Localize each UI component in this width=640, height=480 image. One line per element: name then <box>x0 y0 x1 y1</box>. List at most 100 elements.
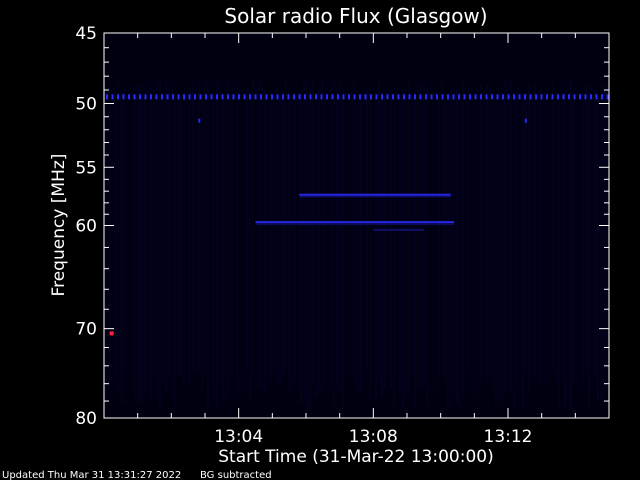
interference-dot <box>221 94 224 100</box>
interference-dot <box>249 94 251 100</box>
interference-dot <box>397 94 400 100</box>
interference-dot <box>172 94 174 100</box>
interference-dot <box>232 94 235 100</box>
interference-dot <box>507 94 510 100</box>
interference-dot <box>111 94 114 100</box>
interference-dot <box>584 94 587 100</box>
interference-dot <box>524 118 527 123</box>
x-tick-label: 13:04 <box>214 427 263 447</box>
interference-dot <box>177 94 180 100</box>
chart-title: Solar radio Flux (Glasgow) <box>224 4 487 28</box>
interference-dot <box>419 94 422 100</box>
interference-dot <box>276 94 279 100</box>
interference-dot <box>304 94 306 100</box>
interference-dot <box>502 94 504 100</box>
interference-dot <box>364 94 367 100</box>
interference-dot <box>331 94 334 100</box>
interference-dot <box>375 94 378 100</box>
interference-dot <box>293 94 295 100</box>
interference-dot <box>359 94 361 100</box>
interference-dot <box>568 94 570 100</box>
interference-dot <box>122 94 125 100</box>
interference-dot <box>199 94 202 100</box>
footer-bg-note: BG subtracted <box>200 470 272 480</box>
y-tick-label: 80 <box>75 409 97 429</box>
interference-dot <box>254 94 257 100</box>
interference-dot <box>238 94 240 100</box>
interference-dot <box>529 94 532 100</box>
interference-dot <box>315 94 317 100</box>
plot-area <box>104 33 609 418</box>
interference-dot <box>188 94 191 100</box>
interference-dot <box>595 94 598 100</box>
y-tick-label: 70 <box>75 320 97 340</box>
interference-dot <box>205 94 207 100</box>
interference-dot <box>579 94 581 100</box>
interference-dot <box>155 94 158 100</box>
interference-dot <box>540 94 543 100</box>
y-tick-label: 60 <box>75 217 97 237</box>
interference-dot <box>601 94 603 100</box>
interference-dot <box>590 94 592 100</box>
interference-dot <box>392 94 394 100</box>
interference-dot <box>386 94 389 100</box>
interference-dot <box>403 94 405 100</box>
x-axis: 13:04 13:08 13:12 <box>137 33 576 447</box>
interference-dot <box>243 94 246 100</box>
hot-pixel <box>109 331 114 336</box>
interference-dot <box>166 94 169 100</box>
interference-dot <box>210 94 213 100</box>
interference-dot <box>425 94 427 100</box>
interference-dot <box>447 94 449 100</box>
interference-dot <box>606 94 609 100</box>
interference-dot <box>326 94 328 100</box>
interference-dot <box>161 94 163 100</box>
interference-dot <box>513 94 515 100</box>
interference-dot <box>298 94 301 100</box>
interference-dot <box>408 94 411 100</box>
interference-dot <box>150 94 152 100</box>
interference-dot <box>414 94 416 100</box>
interference-dot <box>128 94 130 100</box>
interference-dot <box>557 94 559 100</box>
interference-dot <box>518 94 521 100</box>
y-axis-label: Frequency [MHz] <box>49 154 69 297</box>
interference-dot <box>260 94 262 100</box>
y-tick-label: 55 <box>75 158 97 178</box>
footer-updated-text: Updated Thu Mar 31 13:31:27 2022 <box>2 470 181 480</box>
interference-dot <box>183 94 185 100</box>
interference-dot <box>139 94 141 100</box>
interference-dot <box>535 94 537 100</box>
interference-dot <box>474 94 477 100</box>
x-axis-label: Start Time (31-Mar-22 13:00:00) <box>218 447 493 467</box>
interference-dot <box>348 94 350 100</box>
interference-dot <box>458 94 460 100</box>
interference-dot <box>309 94 312 100</box>
interference-dot <box>227 94 229 100</box>
interference-dot <box>117 94 119 100</box>
interference-dot <box>463 94 466 100</box>
emission-features <box>106 94 609 336</box>
interference-dot <box>106 94 108 100</box>
interference-dot <box>469 94 471 100</box>
interference-dot <box>436 94 438 100</box>
interference-dot <box>144 94 147 100</box>
interference-dot <box>491 94 493 100</box>
interference-dot <box>441 94 444 100</box>
x-tick-label: 13:08 <box>349 427 398 447</box>
interference-dot <box>452 94 455 100</box>
interference-dot <box>496 94 499 100</box>
interference-dot <box>480 94 482 100</box>
y-tick-label: 45 <box>75 24 97 44</box>
interference-dot <box>573 94 576 100</box>
interference-dot <box>337 94 339 100</box>
interference-dot <box>381 94 383 100</box>
interference-dot <box>271 94 273 100</box>
interference-dot <box>430 94 433 100</box>
background-noise-stripes <box>105 78 608 410</box>
interference-dot <box>282 94 284 100</box>
interference-dot <box>133 94 136 100</box>
interference-dot <box>320 94 323 100</box>
interference-dot <box>370 94 372 100</box>
